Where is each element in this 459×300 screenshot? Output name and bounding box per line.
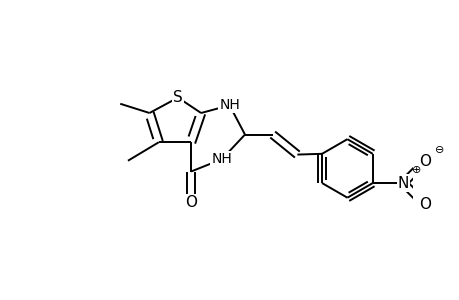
Text: NH: NH (211, 152, 232, 166)
Text: $\ominus$: $\ominus$ (433, 144, 443, 155)
Text: N: N (397, 176, 409, 190)
Text: O: O (418, 197, 430, 212)
Text: O: O (185, 195, 196, 210)
Text: S: S (173, 90, 183, 105)
Text: $\oplus$: $\oplus$ (410, 164, 420, 175)
Text: O: O (418, 154, 430, 169)
Text: NH: NH (219, 98, 240, 112)
